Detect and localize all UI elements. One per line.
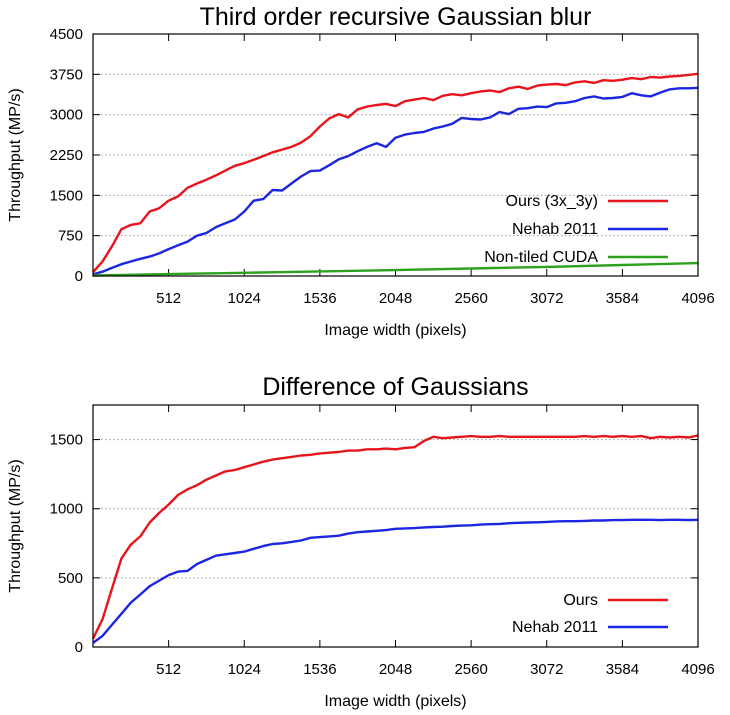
- y-axis-label: Throughput (MP/s): [7, 459, 24, 592]
- x-tick-label: 3072: [530, 661, 563, 678]
- x-tick-label: 2560: [454, 290, 487, 307]
- x-tick-label: 2560: [454, 661, 487, 678]
- y-tick-label: 1000: [50, 501, 83, 518]
- y-tick-label: 3000: [50, 107, 83, 124]
- y-tick-label: 4500: [50, 26, 83, 43]
- y-tick-label: 3750: [50, 66, 83, 83]
- y-tick-label: 500: [58, 570, 83, 587]
- x-tick-label: 1536: [303, 290, 336, 307]
- x-tick-label: 512: [156, 661, 181, 678]
- x-axis-label: Image width (pixels): [324, 693, 466, 710]
- y-tick-label: 1500: [50, 187, 83, 204]
- y-axis-label: Throughput (MP/s): [7, 88, 24, 221]
- series-line-2: [92, 261, 699, 277]
- x-tick-label: 3584: [606, 290, 639, 307]
- legend-label: Ours (3x_3y): [506, 193, 598, 210]
- legend-label: Nehab 2011: [512, 619, 598, 636]
- x-tick-label: 2048: [379, 290, 412, 307]
- chart-difference-of-gaussians: Difference of Gaussians 0 500 1000 1500 512 10…: [7, 373, 715, 710]
- x-tick-label: 1024: [228, 290, 261, 307]
- series-line-0: [91, 434, 699, 640]
- x-tick-label: 4096: [681, 290, 714, 307]
- y-tick-label: 0: [75, 268, 83, 285]
- chart-title: Third order recursive Gaussian blur: [200, 3, 592, 31]
- chart-third-order-gaussian: Third order recursive Gaussian blur 0 750 1…: [7, 3, 715, 339]
- x-tick-label: 1536: [303, 661, 336, 678]
- x-tick-label: 1024: [228, 661, 261, 678]
- legend-label: Non-tiled CUDA: [484, 249, 598, 266]
- x-tick-label: 4096: [681, 661, 714, 678]
- x-tick-label: 3072: [530, 290, 563, 307]
- y-tick-label: 1500: [50, 432, 83, 449]
- x-tick-label: 512: [156, 290, 181, 307]
- x-axis-label: Image width (pixels): [324, 322, 466, 339]
- chart-title: Difference of Gaussians: [262, 373, 528, 401]
- plot-frame: [92, 33, 699, 277]
- series-line-0: [92, 72, 699, 273]
- legend-label: Nehab 2011: [512, 221, 598, 238]
- plot-frame: [92, 404, 699, 648]
- series-line-1: [92, 86, 699, 276]
- y-tick-label: 750: [58, 228, 83, 245]
- y-tick-label: 0: [75, 639, 83, 656]
- legend-label: Ours: [563, 592, 598, 609]
- x-tick-label: 2048: [379, 661, 412, 678]
- y-tick-label: 2250: [50, 147, 83, 164]
- x-tick-label: 3584: [606, 661, 639, 678]
- series-line-1: [92, 518, 699, 644]
